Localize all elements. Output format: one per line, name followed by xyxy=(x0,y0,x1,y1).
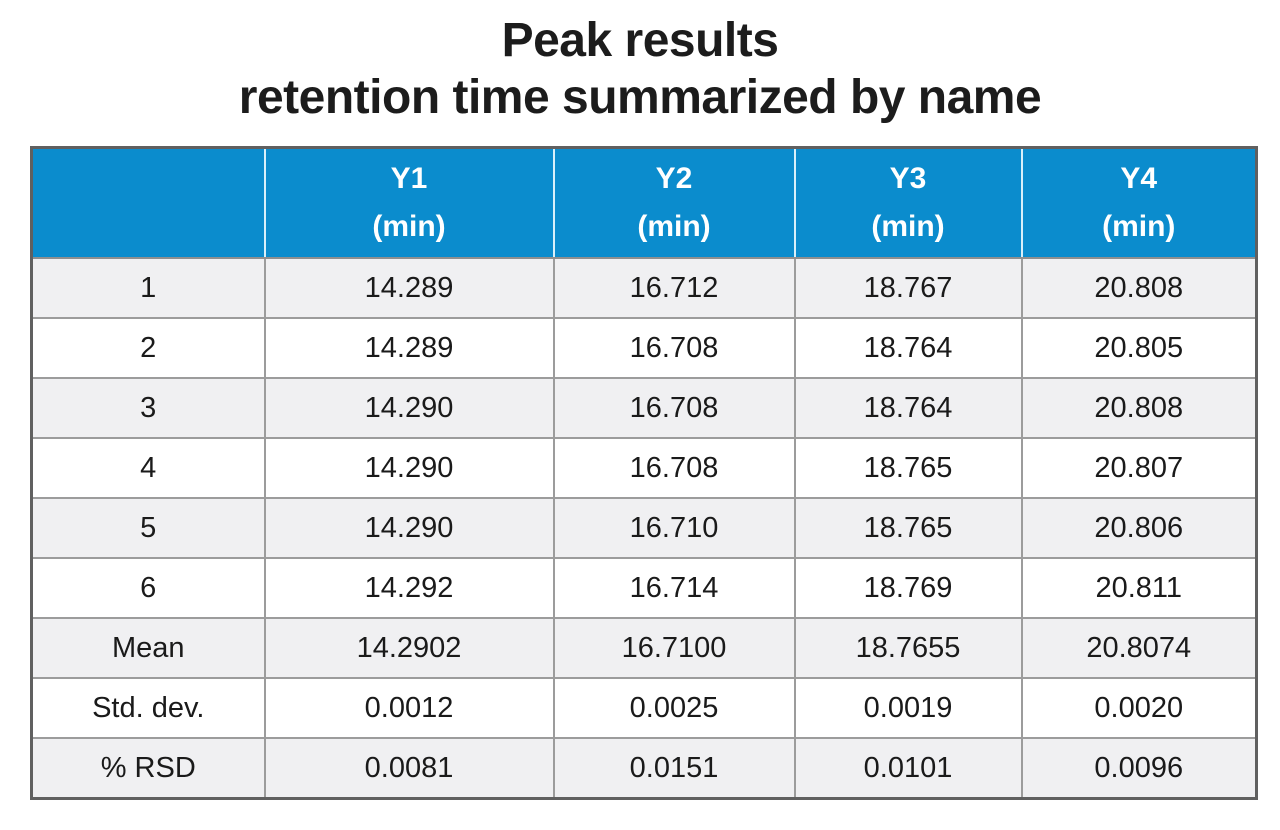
table-row-6: 6 14.292 16.714 18.769 20.811 xyxy=(30,557,1258,619)
header-row: Y1 (min) Y2 (min) Y3 (min) Y4 (min) xyxy=(30,147,1258,259)
cell-y1: 14.2902 xyxy=(263,617,555,679)
cell-y4: 0.0096 xyxy=(1020,737,1258,800)
cell-y3: 18.769 xyxy=(793,557,1023,619)
row-label: 6 xyxy=(30,557,266,619)
header-label-y1: Y1 xyxy=(390,162,428,195)
cell-y4: 20.806 xyxy=(1020,497,1258,559)
table-row-5: 5 14.290 16.710 18.765 20.806 xyxy=(30,497,1258,559)
row-label: 1 xyxy=(30,257,266,319)
row-label: 2 xyxy=(30,317,266,379)
cell-y1: 0.0081 xyxy=(263,737,555,800)
cell-y3: 0.0019 xyxy=(793,677,1023,739)
table-body: 1 14.289 16.712 18.767 20.808 2 14.289 1… xyxy=(30,257,1258,800)
cell-y3: 18.7655 xyxy=(793,617,1023,679)
cell-y1: 14.290 xyxy=(263,437,555,499)
cell-y3: 18.764 xyxy=(793,317,1023,379)
page-title: Peak results retention time summarized b… xyxy=(0,12,1280,126)
cell-y4: 20.808 xyxy=(1020,377,1258,439)
table-row-rsd: % RSD 0.0081 0.0151 0.0101 0.0096 xyxy=(30,737,1258,800)
cell-y4: 20.8074 xyxy=(1020,617,1258,679)
header-cell-y1: Y1 (min) xyxy=(263,147,555,259)
cell-y2: 16.712 xyxy=(552,257,796,319)
cell-y4: 20.808 xyxy=(1020,257,1258,319)
row-label: 4 xyxy=(30,437,266,499)
cell-y2: 16.708 xyxy=(552,317,796,379)
cell-y3: 18.767 xyxy=(793,257,1023,319)
table-row-4: 4 14.290 16.708 18.765 20.807 xyxy=(30,437,1258,499)
cell-y2: 16.7100 xyxy=(552,617,796,679)
cell-y2: 16.708 xyxy=(552,437,796,499)
cell-y1: 14.289 xyxy=(263,317,555,379)
table-row-3: 3 14.290 16.708 18.764 20.808 xyxy=(30,377,1258,439)
row-label: 5 xyxy=(30,497,266,559)
cell-y2: 16.710 xyxy=(552,497,796,559)
header-label-y3: Y3 xyxy=(889,162,927,195)
table-row-2: 2 14.289 16.708 18.764 20.805 xyxy=(30,317,1258,379)
cell-y4: 20.807 xyxy=(1020,437,1258,499)
row-label: 3 xyxy=(30,377,266,439)
header-cell-y3: Y3 (min) xyxy=(793,147,1023,259)
cell-y3: 18.765 xyxy=(793,497,1023,559)
cell-y1: 14.290 xyxy=(263,377,555,439)
cell-y3: 18.764 xyxy=(793,377,1023,439)
header-cell-empty xyxy=(30,147,266,259)
header-label-y2: Y2 xyxy=(655,162,693,195)
table-row-mean: Mean 14.2902 16.7100 18.7655 20.8074 xyxy=(30,617,1258,679)
peak-results-table: Y1 (min) Y2 (min) Y3 (min) Y4 (min) 1 14… xyxy=(30,146,1258,800)
table-row-1: 1 14.289 16.712 18.767 20.808 xyxy=(30,257,1258,319)
header-cell-y4: Y4 (min) xyxy=(1020,147,1258,259)
cell-y4: 0.0020 xyxy=(1020,677,1258,739)
row-label: % RSD xyxy=(30,737,266,800)
header-label-y4: Y4 xyxy=(1120,162,1158,195)
cell-y3: 18.765 xyxy=(793,437,1023,499)
title-line-1: Peak results xyxy=(501,14,779,67)
cell-y2: 16.708 xyxy=(552,377,796,439)
row-label: Mean xyxy=(30,617,266,679)
header-unit-y3: (min) xyxy=(871,210,945,243)
table-header: Y1 (min) Y2 (min) Y3 (min) Y4 (min) xyxy=(30,147,1258,259)
cell-y2: 16.714 xyxy=(552,557,796,619)
title-line-2: retention time summarized by name xyxy=(238,71,1042,124)
cell-y3: 0.0101 xyxy=(793,737,1023,800)
cell-y2: 0.0151 xyxy=(552,737,796,800)
header-unit-y1: (min) xyxy=(372,210,446,243)
cell-y4: 20.805 xyxy=(1020,317,1258,379)
cell-y1: 14.292 xyxy=(263,557,555,619)
cell-y2: 0.0025 xyxy=(552,677,796,739)
header-cell-y2: Y2 (min) xyxy=(552,147,796,259)
cell-y4: 20.811 xyxy=(1020,557,1258,619)
table-row-std-dev: Std. dev. 0.0012 0.0025 0.0019 0.0020 xyxy=(30,677,1258,739)
header-unit-y2: (min) xyxy=(637,210,711,243)
row-label: Std. dev. xyxy=(30,677,266,739)
cell-y1: 14.289 xyxy=(263,257,555,319)
cell-y1: 0.0012 xyxy=(263,677,555,739)
header-unit-y4: (min) xyxy=(1102,210,1176,243)
cell-y1: 14.290 xyxy=(263,497,555,559)
